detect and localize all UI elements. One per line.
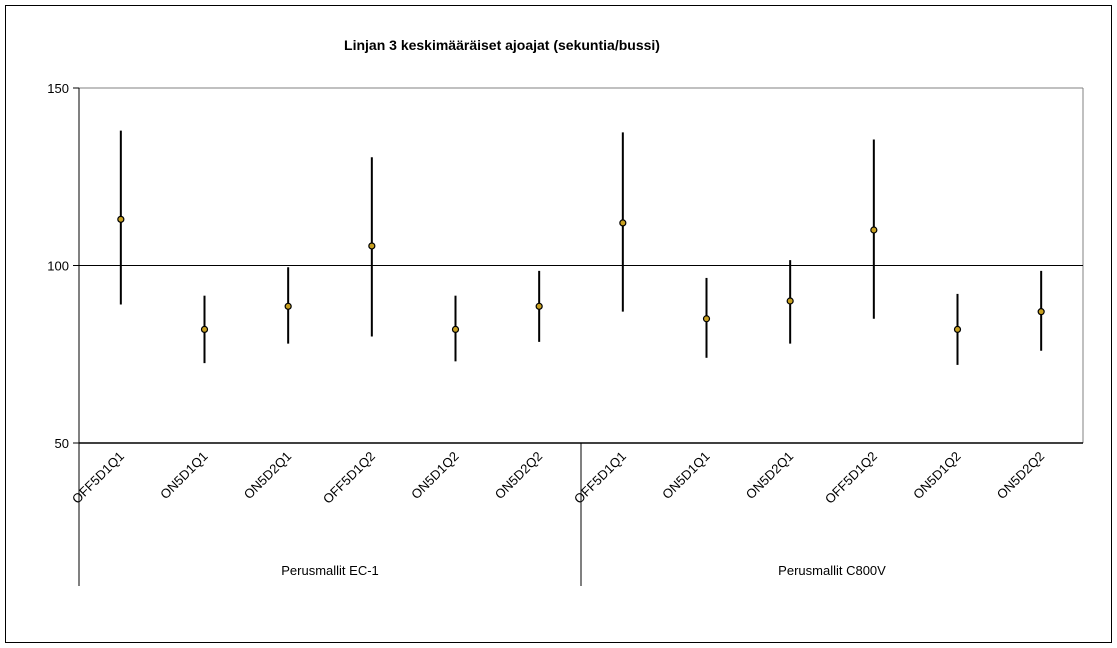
data-point [117,215,125,223]
group-label: Perusmallit C800V [778,563,886,578]
data-point [200,325,209,333]
data-point [870,226,878,234]
y-tick-label: 100 [47,259,69,274]
x-category-label: ON5D1Q1 [157,449,211,503]
data-point [284,302,292,310]
data-point [535,302,543,310]
x-category-label: OFF5D1Q2 [822,449,880,507]
x-category-label: ON5D1Q2 [910,449,964,503]
y-tick-label: 150 [47,81,69,96]
y-tick-label: 50 [55,436,69,451]
x-category-label: OFF5D1Q1 [69,449,127,507]
group-label: Perusmallit EC-1 [281,563,379,578]
data-point [1037,308,1045,316]
x-category-label: ON5D2Q2 [492,449,546,503]
x-category-label: ON5D2Q1 [743,449,797,503]
chart-frame: Linjan 3 keskimääräiset ajoajat (sekunti… [5,5,1112,643]
data-point [702,315,711,323]
plot-area: 50 100 150 Perusmallit EC-1 Perusmallit C800… [47,81,1084,586]
data-point [786,297,794,305]
x-category-label: ON5D2Q2 [994,449,1048,503]
chart-title: Linjan 3 keskimääräiset ajoajat (sekunti… [344,37,660,53]
data-point [368,242,376,250]
x-category-label: ON5D2Q1 [241,449,295,503]
x-category-label: OFF5D1Q2 [320,449,378,507]
x-category-label: OFF5D1Q1 [571,449,629,507]
chart-svg: Linjan 3 keskimääräiset ajoajat (sekunti… [47,37,1084,586]
x-category-label: ON5D1Q2 [408,449,462,503]
data-point [451,325,460,333]
x-category-label: ON5D1Q1 [659,449,713,503]
data-point [953,325,962,333]
data-point [619,219,627,227]
